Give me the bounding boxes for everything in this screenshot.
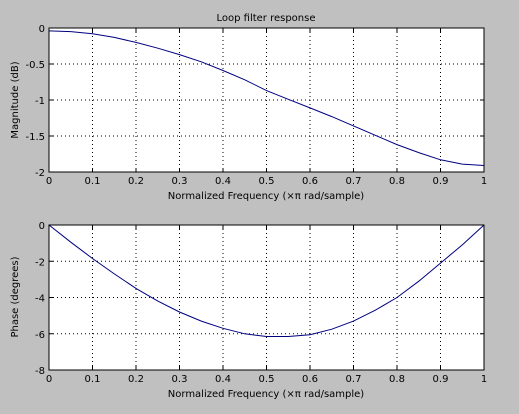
magnitude-x-tick-label: 0.3 [172,176,188,187]
phase-x-tick-label: 0.7 [346,374,362,385]
magnitude-x-tick-label: 0.7 [346,176,362,187]
phase-y-tick-label: 0 [39,221,45,232]
phase-y-tick-labels: 0 -2 -4 -6 -8 [35,221,45,377]
magnitude-x-tick-label: 0 [46,176,52,187]
magnitude-x-tick-label: 0.4 [215,176,231,187]
phase-y-tick-label: -8 [35,366,45,377]
magnitude-line [48,30,485,166]
magnitude-x-tick-label: 0.1 [85,176,101,187]
phase-x-tick-label: 0.1 [85,374,101,385]
magnitude-x-tick-label: 0.8 [389,176,405,187]
magnitude-y-tick-label: -1.5 [25,132,45,143]
magnitude-x-tick-label: 0.9 [433,176,449,187]
phase-axes-box [48,224,485,371]
magnitude-grid [49,28,484,172]
phase-x-tick-label: 0.3 [172,374,188,385]
phase-x-tick-label: 0.5 [259,374,275,385]
phase-plot: 0 0.1 0.2 0.3 0.4 0.5 0.6 0.7 0.8 0.9 1 0-2-4-6-8 … [10,221,487,400]
chart-title: Loop filter response [216,13,315,24]
magnitude-x-axis-label: Normalized Frequency (×π rad/sample) [168,191,365,202]
phase-x-tick-label: 0.9 [433,374,449,385]
magnitude-x-tick-label: 0.5 [259,176,275,187]
phase-grid [49,225,484,370]
phase-y-tick-label: -4 [35,294,45,305]
magnitude-x-tick-label: 0.6 [302,176,318,187]
magnitude-x-tick-labels: 0 0.1 0.2 0.3 0.4 0.5 0.6 0.7 0.8 0.9 1 [46,176,487,187]
phase-x-tick-labels: 0 0.1 0.2 0.3 0.4 0.5 0.6 0.7 0.8 0.9 1 [46,374,487,385]
phase-y-axis-label: Phase (degrees) [10,256,21,337]
phase-x-tick-label: 0.4 [215,374,231,385]
phase-x-tick-label: 0.6 [302,374,318,385]
magnitude-y-axis-label: Magnitude (dB) [10,61,21,138]
magnitude-y-tick-labels: 0 -0.5 -1 -1.5 -2 [25,24,45,179]
phase-x-tick-label: 0.8 [389,374,405,385]
magnitude-x-tick-label: 1 [481,176,487,187]
magnitude-x-tick-label: 0.2 [128,176,144,187]
phase-x-tick-label: 0.2 [128,374,144,385]
phase-line [48,224,485,337]
magnitude-y-tick-label: -2 [35,168,45,179]
phase-y-tick-label: -2 [35,257,45,268]
phase-x-axis-label: Normalized Frequency (×π rad/sample) [168,389,365,400]
magnitude-y-tick-label: -1 [35,96,45,107]
magnitude-plot: 0 0.1 0.2 0.3 0.4 0.5 0.6 0.7 0.8 0.9 1 0 -0.5 -1 -1.… [10,13,487,202]
phase-x-tick-label: 1 [481,374,487,385]
magnitude-y-tick-label: 0 [39,24,45,35]
phase-y-tick-label: -6 [35,330,45,341]
phase-x-tick-label: 0 [46,374,52,385]
magnitude-axes-box [48,27,485,173]
magnitude-y-tick-label: -0.5 [25,60,45,71]
